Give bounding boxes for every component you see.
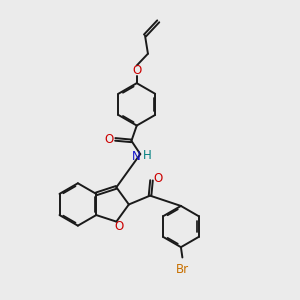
Text: Br: Br: [176, 263, 189, 276]
Text: N: N: [132, 150, 140, 163]
Text: O: O: [153, 172, 163, 185]
Text: H: H: [142, 149, 151, 162]
Text: O: O: [104, 133, 113, 146]
Text: O: O: [132, 64, 141, 77]
Text: O: O: [114, 220, 123, 233]
